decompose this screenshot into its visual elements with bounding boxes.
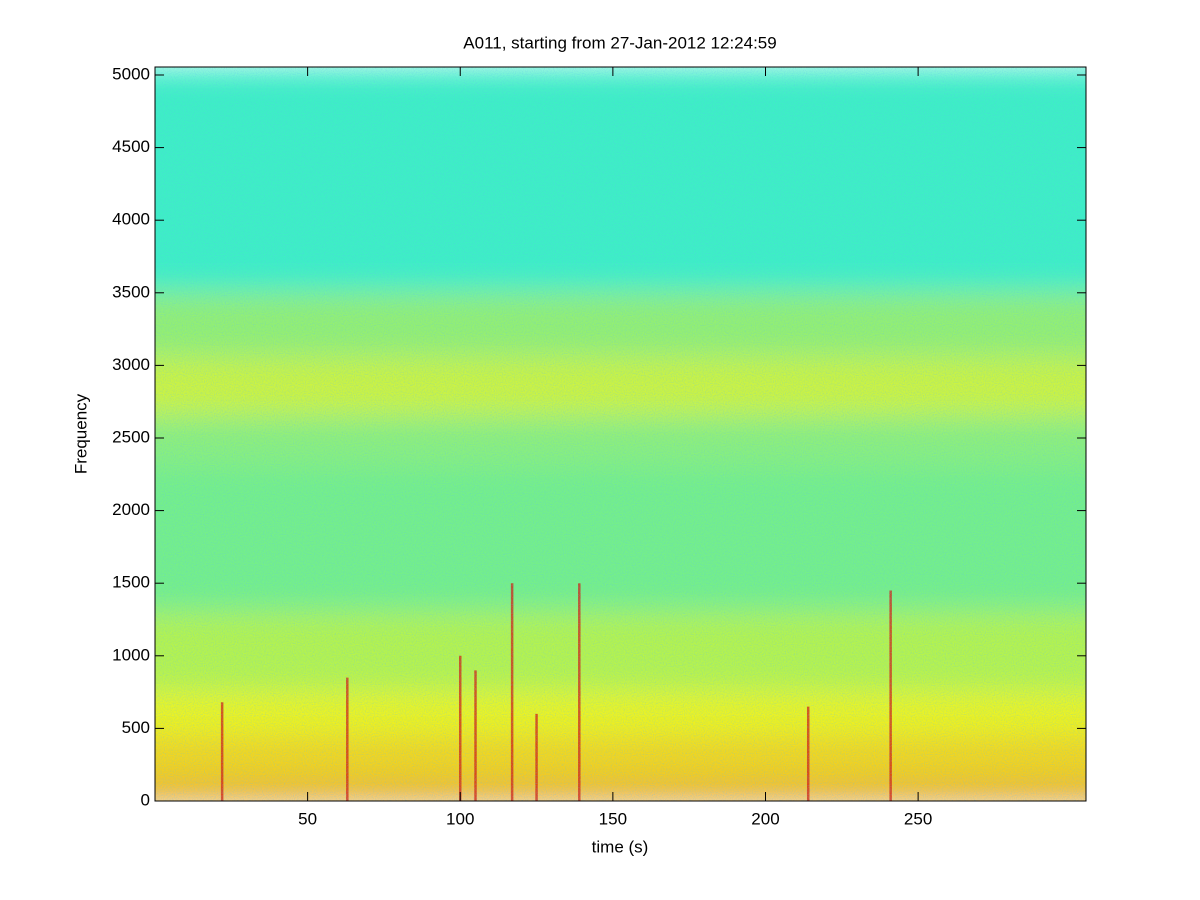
x-axis-label: time (s) <box>592 837 649 856</box>
ticks <box>155 67 1086 802</box>
y-tick-label: 5000 <box>112 64 150 83</box>
x-tick-label: 150 <box>599 809 627 828</box>
y-tick-label: 4000 <box>112 210 150 229</box>
plot-area <box>155 67 1086 801</box>
noise-texture <box>155 67 1086 801</box>
y-tick-label: 3500 <box>112 282 150 301</box>
y-tick-label: 500 <box>122 718 150 737</box>
y-tick-label: 2500 <box>112 427 150 446</box>
y-tick-label: 0 <box>141 790 150 809</box>
x-tick-label: 50 <box>298 809 317 828</box>
y-tick-label: 4500 <box>112 137 150 156</box>
y-axis-label: Frequency <box>71 393 90 474</box>
y-tick-label: 3000 <box>112 355 150 374</box>
axes-box <box>154 66 1087 802</box>
x-tick-label: 100 <box>446 809 474 828</box>
y-tick-label: 1500 <box>112 573 150 592</box>
y-tick-label: 2000 <box>112 500 150 519</box>
chart-title: A011, starting from 27-Jan-2012 12:24:59 <box>463 33 776 52</box>
x-tick-label: 250 <box>904 809 932 828</box>
x-tick-label: 200 <box>751 809 779 828</box>
y-tick-label: 1000 <box>112 645 150 664</box>
